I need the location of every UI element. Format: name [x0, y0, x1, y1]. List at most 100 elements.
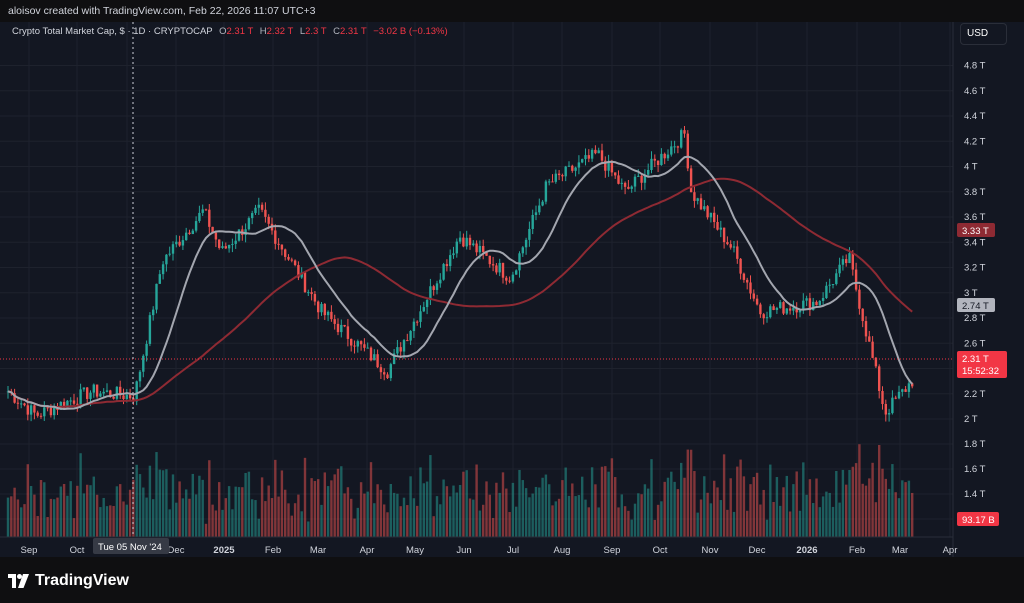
- candle-body: [383, 372, 386, 375]
- candle-body: [33, 405, 36, 413]
- volume-bar: [452, 485, 455, 537]
- time-tick-label: Jul: [507, 545, 519, 556]
- volume-bar: [663, 481, 666, 537]
- candle-body: [835, 273, 838, 285]
- candle-body: [277, 243, 280, 245]
- volume-bar: [544, 474, 548, 537]
- volume-bar: [670, 471, 673, 537]
- last-price-label: 2.31 T: [962, 354, 989, 365]
- candle-body: [541, 201, 544, 206]
- price-chart[interactable]: 4.8 T4.6 T4.4 T4.2 T4 T3.8 T3.6 T3.4 T3.…: [0, 22, 1024, 557]
- volume-bar: [551, 505, 554, 537]
- candle-body: [307, 292, 310, 294]
- candle-body: [755, 298, 759, 305]
- volume-bar: [373, 503, 376, 537]
- candle-body: [214, 232, 218, 240]
- candle-body: [237, 229, 241, 241]
- volume-bar: [422, 483, 425, 537]
- symbol-name[interactable]: Crypto Total Market Cap, $ · 1D · CRYPTO…: [12, 26, 213, 37]
- candle-body: [795, 307, 798, 313]
- tradingview-logo[interactable]: TradingView: [8, 572, 129, 590]
- volume-bar: [247, 471, 251, 537]
- candle-body: [445, 264, 449, 267]
- currency-button[interactable]: USD: [960, 23, 1007, 45]
- candle-body: [739, 258, 742, 274]
- candle-body: [422, 307, 425, 312]
- candle-body: [145, 343, 148, 356]
- volume-bar: [581, 476, 584, 537]
- volume-bar: [505, 488, 508, 537]
- volume-bar: [323, 472, 326, 537]
- volume-bar: [785, 475, 788, 537]
- candle-body: [135, 381, 138, 402]
- candle-body: [722, 227, 726, 243]
- volume-bar: [878, 444, 881, 537]
- candle-body: [699, 198, 703, 210]
- volume-bar: [353, 518, 356, 537]
- volume-bar: [356, 507, 359, 537]
- volume-bar: [429, 455, 432, 537]
- volume-bar: [260, 477, 264, 537]
- crosshair-date-label: Tue 05 Nov '24: [98, 542, 162, 553]
- volume-bar: [868, 478, 871, 537]
- candle-body: [508, 280, 511, 282]
- candle-body: [406, 340, 409, 342]
- crosshair-date-badge: Tue 05 Nov '24: [93, 538, 169, 554]
- high-label: H: [259, 26, 267, 37]
- volume-bar: [6, 497, 10, 537]
- open-value: 2.31 T: [226, 26, 254, 37]
- volume-bar: [241, 487, 244, 537]
- volume-bar: [887, 488, 891, 537]
- volume-bar: [412, 498, 416, 537]
- volume-bar: [495, 482, 498, 537]
- volume-bar: [656, 504, 660, 537]
- candle-body: [630, 186, 633, 189]
- volume-bar: [627, 510, 630, 537]
- brand-name: TradingView: [35, 572, 129, 589]
- price-axis[interactable]: 4.8 T4.6 T4.4 T4.2 T4 T3.8 T3.6 T3.4 T3.…: [964, 61, 986, 526]
- candle-body: [402, 340, 406, 352]
- candle-body: [769, 306, 772, 318]
- volume-bar: [102, 497, 105, 537]
- time-tick-label: Aug: [554, 545, 571, 556]
- volume-bar: [13, 487, 16, 537]
- candle-body: [416, 321, 419, 323]
- candle-body: [333, 319, 336, 324]
- volume-bar: [666, 477, 670, 537]
- candle-body: [732, 246, 736, 248]
- candle-body: [663, 153, 666, 159]
- candle-body: [505, 277, 508, 281]
- candle-body: [99, 393, 102, 397]
- candle-body: [574, 167, 577, 171]
- volume-bar: [386, 512, 389, 537]
- time-tick-label: Apr: [943, 545, 958, 556]
- volume-bar: [597, 507, 600, 537]
- volume-bar: [234, 486, 237, 537]
- candle-body: [713, 212, 716, 223]
- candle-body: [821, 298, 825, 301]
- volume-bar: [297, 494, 300, 537]
- volume-bar: [89, 485, 92, 537]
- time-tick-label: 2026: [796, 545, 817, 556]
- volume-bar: [445, 486, 449, 537]
- candle-body: [729, 244, 732, 248]
- time-axis[interactable]: Sep Oct Dec 2025 Feb Mar Apr May Jun Jul Aug Sep Oct…: [21, 545, 958, 556]
- candle-body: [303, 272, 307, 293]
- price-tick-label: 4.6 T: [964, 86, 986, 97]
- volume-bar: [419, 467, 422, 537]
- candle-body: [590, 149, 594, 159]
- volume-bar: [769, 464, 772, 537]
- volume-bar: [897, 498, 901, 537]
- volume-bar: [16, 499, 20, 537]
- candle-body: [911, 383, 914, 387]
- volume-bar: [851, 466, 854, 537]
- volume-bar: [802, 462, 805, 537]
- time-tick-label: 2025: [213, 545, 235, 556]
- volume-bar: [208, 460, 211, 537]
- volume-bar: [359, 482, 363, 537]
- volume-bar: [468, 498, 472, 537]
- volume-bar: [564, 467, 567, 537]
- candle-body: [79, 389, 82, 405]
- candle-body: [884, 403, 887, 415]
